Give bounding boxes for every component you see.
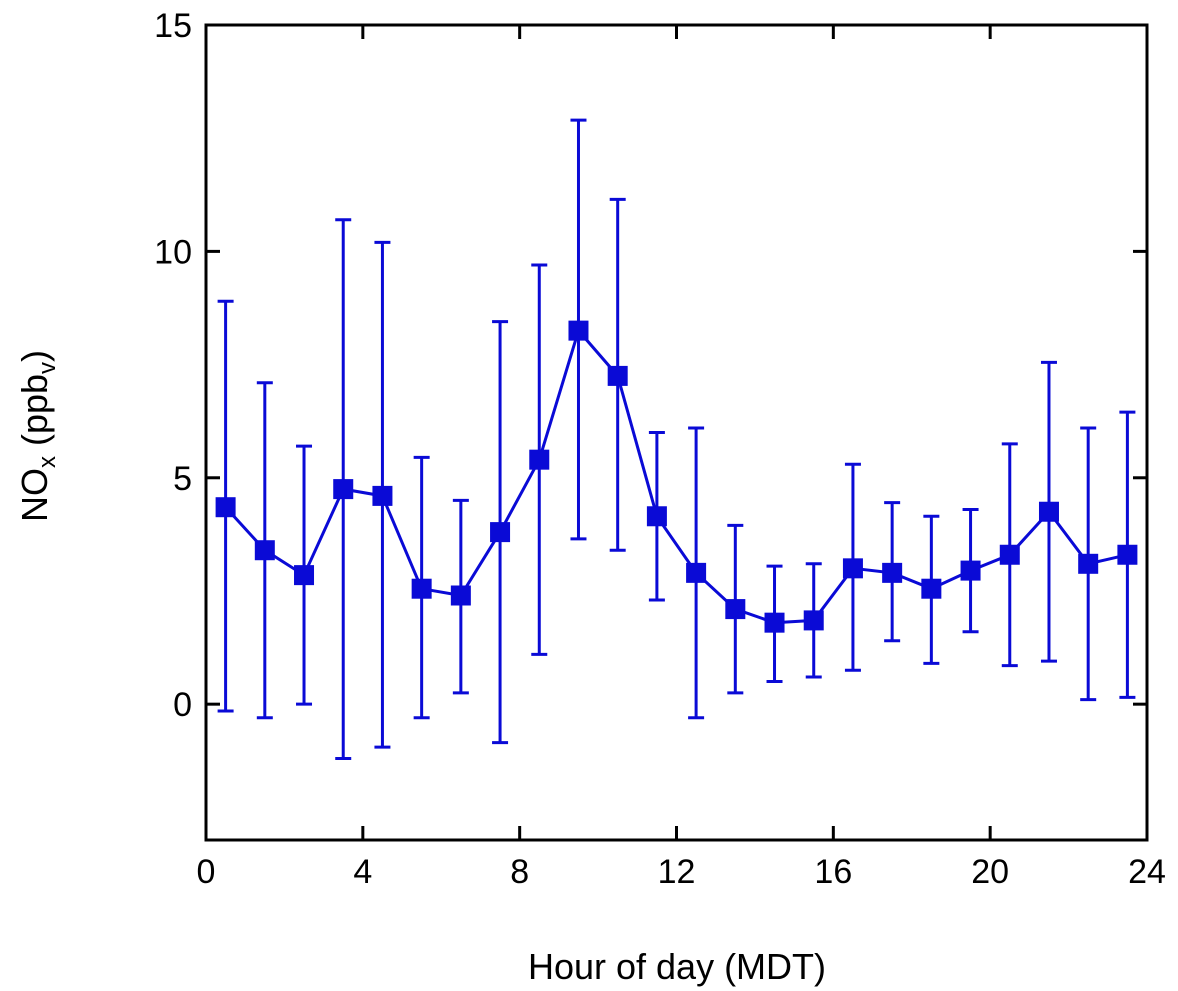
data-point [529, 449, 550, 470]
error-bars [217, 118, 1136, 760]
x-tick-label: 8 [510, 853, 529, 891]
x-axis-title: Hour of day (MDT) [528, 946, 826, 987]
x-tick-label: 12 [658, 853, 696, 891]
data-point [254, 540, 275, 561]
y-tick-label: 10 [154, 233, 192, 271]
data-point [646, 506, 667, 527]
data-point [960, 560, 981, 581]
axis-ticks [204, 23, 1149, 840]
data-point [215, 497, 236, 518]
tick-labels: 0 4 8 12 16 20 24 0 5 10 15 [154, 7, 1166, 891]
x-tick-label: 24 [1128, 853, 1166, 891]
data-point [607, 365, 628, 386]
data-point [999, 544, 1020, 565]
data-point [411, 578, 432, 599]
data-point [882, 562, 903, 583]
series-line [224, 327, 1128, 625]
x-tick-label: 16 [814, 853, 852, 891]
y-tick-label: 5 [173, 460, 192, 498]
data-point [725, 599, 746, 620]
x-tick-label: 0 [197, 853, 216, 891]
data-point [1117, 544, 1138, 565]
data-point [803, 610, 824, 631]
x-tick-label: 4 [353, 853, 372, 891]
data-point [921, 578, 942, 599]
data-point [842, 558, 863, 579]
data-point [294, 565, 315, 586]
data-point [568, 320, 589, 341]
data-point [1078, 553, 1099, 574]
data-point [490, 522, 511, 543]
x-tick-label: 20 [971, 853, 1009, 891]
data-point [764, 612, 785, 633]
data-point [333, 479, 354, 500]
data-markers [215, 320, 1138, 633]
y-tick-label: 15 [154, 7, 192, 45]
y-axis-title: NOx (ppbv) [14, 350, 61, 522]
data-point [1038, 501, 1059, 522]
data-point [450, 585, 471, 606]
y-tick-label: 0 [173, 686, 192, 724]
plot-frame [204, 23, 1149, 842]
data-point [686, 562, 707, 583]
data-point [372, 485, 393, 506]
